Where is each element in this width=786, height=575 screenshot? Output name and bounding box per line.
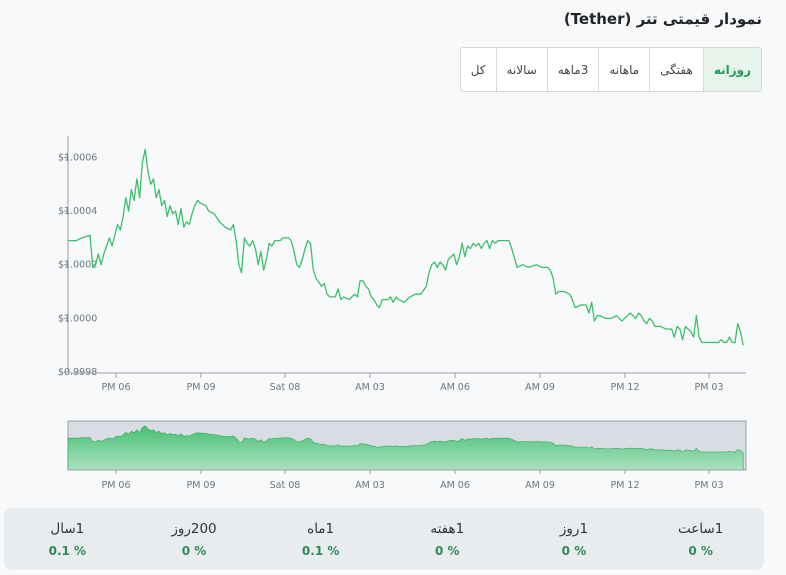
x-tick-label: Sat 08 xyxy=(270,382,301,393)
stat-label: 1ماه xyxy=(307,520,335,537)
plot-area xyxy=(68,148,744,346)
navigator-tick-label: AM 03 xyxy=(355,480,385,491)
stat-1h: 1ساعت 0 % xyxy=(646,521,756,558)
tab-weekly[interactable]: هفتگی xyxy=(649,48,703,91)
stat-label: 1روز xyxy=(559,520,589,537)
price-chart: $1.0006$1.0004$1.0002$1.0000$0.9998 PM 0… xyxy=(58,136,747,491)
navigator[interactable]: PM 06 PM 09 Sat 08 AM 03 AM 06 AM 09 PM 12 PM 0… xyxy=(67,420,747,491)
navigator-area xyxy=(67,425,744,471)
x-tick-label: PM 03 xyxy=(694,382,723,393)
x-tick-label: AM 06 xyxy=(440,382,470,393)
x-tick-label: PM 09 xyxy=(186,382,215,393)
tab-3month[interactable]: 3ماهه xyxy=(546,48,599,91)
x-tick-label: PM 06 xyxy=(101,382,130,393)
stat-value: 0 % xyxy=(435,543,460,558)
navigator-tick-label: AM 06 xyxy=(440,480,470,491)
price-line xyxy=(68,148,744,346)
stat-1m: 1ماه 0.1 % xyxy=(266,521,376,558)
stat-value: 0 % xyxy=(688,543,713,558)
navigator-tick-label: PM 09 xyxy=(186,480,215,491)
navigator-tick-label: AM 09 xyxy=(525,480,555,491)
x-axis: PM 06 PM 09 Sat 08 AM 03 AM 06 AM 09 PM 12 PM 0… xyxy=(68,372,746,393)
navigator-tick-label: PM 03 xyxy=(694,480,723,491)
tab-daily[interactable]: روزانه xyxy=(702,48,761,91)
stat-1y: 1سال 0.1 % xyxy=(12,521,122,558)
x-tick-label: AM 09 xyxy=(525,382,555,393)
stat-label: 1سال xyxy=(50,520,85,537)
tab-monthly[interactable]: ماهانه xyxy=(598,48,649,91)
y-tick-label: $1.0000 xyxy=(58,313,97,324)
stat-1d: 1روز 0 % xyxy=(519,521,629,558)
stat-1w: 1هفته 0 % xyxy=(392,521,502,558)
stat-label: 1هفته xyxy=(430,520,465,537)
range-tabs: روزانه هفتگی ماهانه 3ماهه سالانه کل xyxy=(459,47,762,92)
tab-yearly[interactable]: سالانه xyxy=(495,48,547,91)
x-tick-label: PM 12 xyxy=(610,382,639,393)
y-tick-label: $1.0006 xyxy=(58,152,97,163)
y-tick-label: $1.0004 xyxy=(58,206,97,217)
stat-label: 200روز xyxy=(171,520,217,537)
stat-value: 0 % xyxy=(181,543,207,558)
stat-label: 1ساعت xyxy=(677,520,724,537)
tab-all[interactable]: کل xyxy=(470,62,486,77)
x-tick-label: AM 03 xyxy=(355,382,385,393)
stat-200d: 200روز 0 % xyxy=(139,521,249,558)
page-title: نمودار قیمتی تتر (Tether) xyxy=(563,10,762,28)
navigator-tick-label: Sat 08 xyxy=(270,480,301,491)
navigator-tick-label: PM 12 xyxy=(610,480,639,491)
y-tick-label: $1.0002 xyxy=(58,260,97,271)
stat-value: 0.1 % xyxy=(48,543,87,558)
change-stats: 1ساعت 0 % 1روز 0 % 1هفته 0 % 1ماه 0.1 % … xyxy=(4,508,764,570)
stat-value: 0.1 % xyxy=(301,543,340,558)
navigator-tick-label: PM 06 xyxy=(101,480,130,491)
stat-value: 0 % xyxy=(561,543,587,558)
